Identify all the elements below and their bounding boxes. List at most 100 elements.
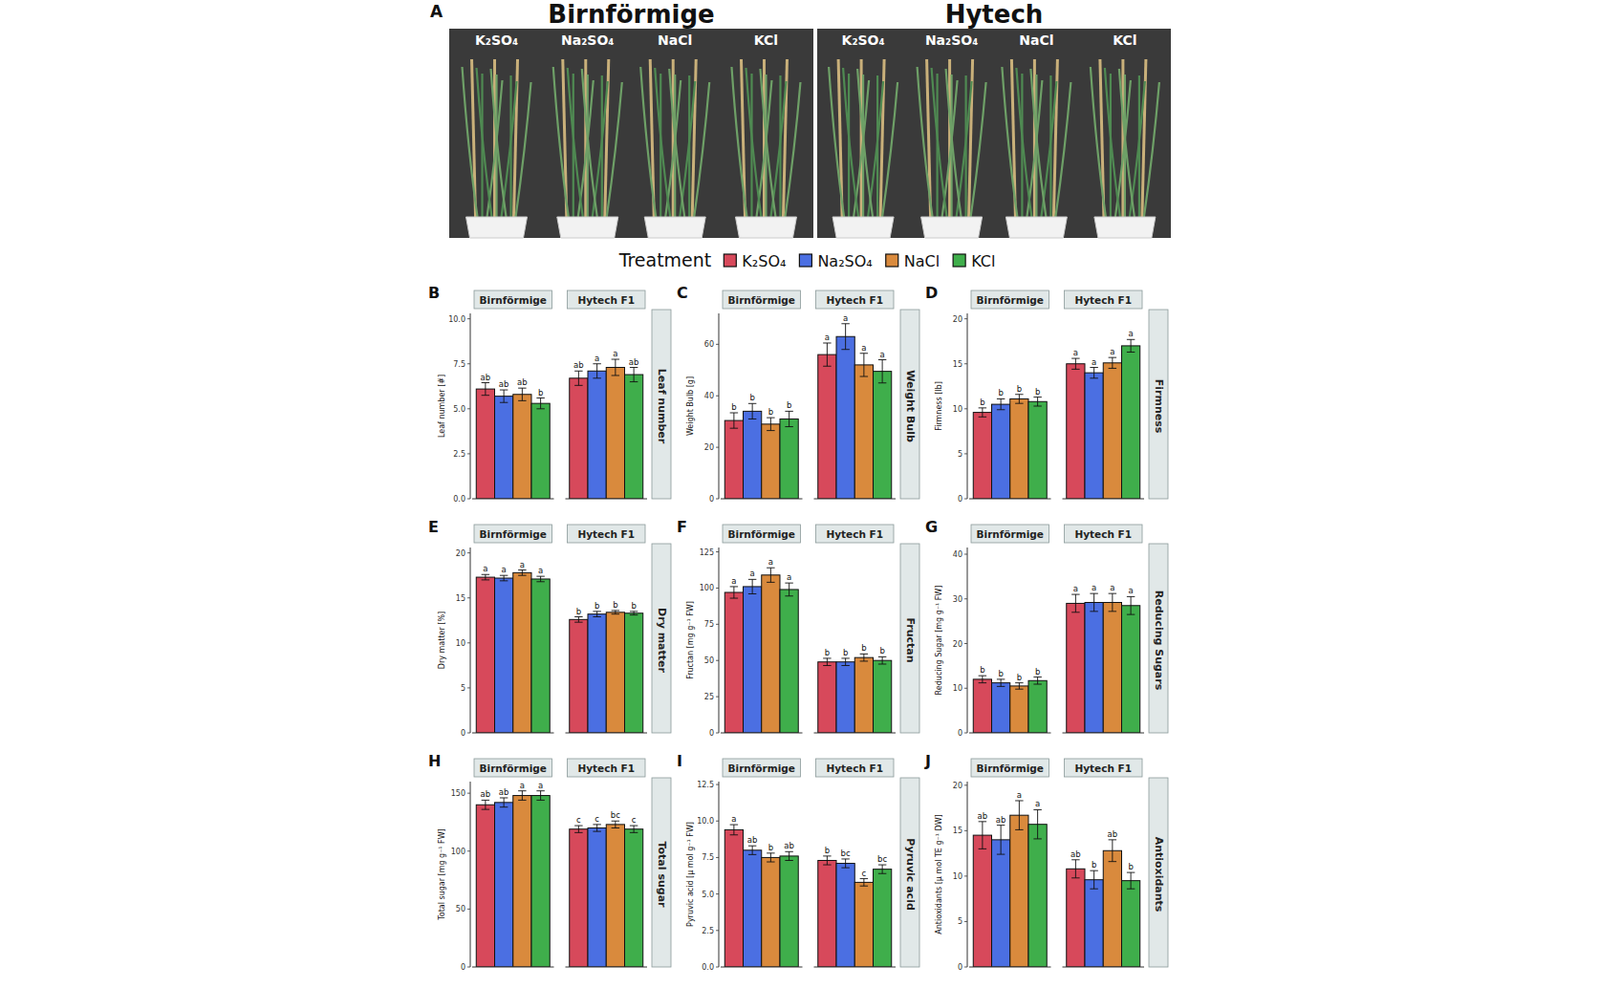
significance-label: a <box>519 780 525 791</box>
leaf <box>964 75 967 217</box>
leaf <box>567 67 584 217</box>
error-bar <box>536 791 544 801</box>
significance-label: b <box>768 843 774 853</box>
significance-label: a <box>1016 790 1022 800</box>
figure: ABirnförmigeK₂SO₄Na₂SO₄NaClKClHytechK₂SO… <box>0 0 1600 988</box>
bar <box>513 394 532 499</box>
strip-title: Fructan <box>904 617 917 663</box>
significance-label: a <box>824 332 830 343</box>
bar <box>992 683 1011 734</box>
significance-label: ab <box>498 379 510 390</box>
pot <box>644 216 706 238</box>
y-axis-title: Reducing Sugar [mg g⁻¹ FW] <box>934 585 944 696</box>
bar <box>605 824 625 968</box>
y-tick-label: 125 <box>699 548 714 558</box>
photo-label: K₂SO₄ <box>475 32 519 48</box>
y-tick-label: 15 <box>952 360 963 369</box>
facet-title: Hytech F1 <box>1074 294 1132 306</box>
bar <box>1121 605 1140 734</box>
facet-title: Hytech F1 <box>1074 528 1132 541</box>
chart-panel: CWeight Bulb [g]0204060Weight BulbBirnfö… <box>676 283 920 504</box>
error-bar <box>592 824 601 832</box>
leaf <box>882 82 898 217</box>
bar <box>724 829 743 968</box>
error-bar <box>1033 677 1041 685</box>
facet-title: Birnförmige <box>728 762 796 775</box>
error-bar <box>518 570 526 577</box>
error-bar <box>841 658 849 667</box>
significance-label: b <box>1016 384 1022 394</box>
facet-title: Birnförmige <box>976 528 1044 541</box>
bar <box>1084 372 1103 499</box>
significance-label: b <box>879 646 885 656</box>
chart-panel: GReducing Sugar [mg g⁻¹ FW]010203040Redu… <box>925 518 1168 738</box>
marks <box>724 324 891 499</box>
significance-label: b <box>786 400 792 411</box>
bar <box>1010 815 1029 968</box>
leaf <box>654 67 671 217</box>
y-axis-line <box>470 313 472 499</box>
bar <box>779 589 799 734</box>
y-axis-title: Fructan [mg g⁻¹ FW] <box>686 601 695 680</box>
error-bar <box>748 403 757 419</box>
plant <box>462 59 532 238</box>
error-bar <box>574 617 583 624</box>
y-tick-label: 75 <box>704 620 714 629</box>
y-tick-label: 10 <box>952 684 963 693</box>
error-bar <box>978 408 987 417</box>
plant <box>917 59 987 238</box>
y-axis-title: Total sugar [mg g⁻¹ FW] <box>437 828 447 922</box>
bar <box>972 835 992 968</box>
bar <box>1028 680 1047 734</box>
y-axis-line <box>470 781 472 968</box>
facet-title: Hytech F1 <box>577 528 635 541</box>
photo-label: NaCl <box>1018 32 1054 48</box>
bar <box>513 796 532 968</box>
strip-title: Reducing Sugars <box>1152 590 1166 692</box>
significance-label: b <box>612 600 618 610</box>
leaf <box>759 68 776 217</box>
bar <box>1102 363 1122 499</box>
leaf <box>476 67 493 217</box>
leaf <box>1090 66 1106 217</box>
bar <box>624 374 643 499</box>
marks <box>972 593 1140 734</box>
leaf <box>491 68 507 217</box>
bar <box>724 420 743 499</box>
y-tick-label: 5 <box>957 450 963 459</box>
facet-title: Birnförmige <box>728 528 796 541</box>
facet-strip <box>567 758 647 778</box>
plant <box>1001 59 1071 238</box>
error-bar <box>499 389 508 403</box>
bar <box>475 389 495 499</box>
bar <box>836 336 855 499</box>
error-bar <box>766 853 775 863</box>
facet-title: Birnförmige <box>479 762 547 775</box>
error-bar <box>841 324 849 350</box>
y-axis-line <box>718 313 720 499</box>
significance-label: ab <box>573 360 584 370</box>
significance-label: a <box>750 568 756 579</box>
significance-label: a <box>538 565 543 576</box>
significance-label: b <box>538 388 543 398</box>
leaf <box>745 67 761 217</box>
significance-label: b <box>979 665 985 675</box>
bar <box>1028 401 1047 499</box>
leaf <box>516 82 532 217</box>
error-bar <box>518 388 526 401</box>
x-axis-line <box>472 498 555 500</box>
photo-label: Na₂SO₄ <box>925 32 978 48</box>
bar <box>743 586 762 734</box>
significance-label: ab <box>1107 829 1119 840</box>
x-axis-line <box>472 967 555 969</box>
significance-label: a <box>786 572 792 583</box>
y-tick-label: 0 <box>460 963 466 973</box>
marks <box>475 570 643 734</box>
error-bar <box>978 675 987 683</box>
significance-label: a <box>880 349 886 360</box>
facet-strip <box>816 290 895 309</box>
panel-letter: J <box>924 752 931 771</box>
y-tick-label: 7.5 <box>701 853 714 863</box>
strip-title: Leaf number <box>655 368 669 445</box>
y-tick-label: 0 <box>957 963 963 973</box>
